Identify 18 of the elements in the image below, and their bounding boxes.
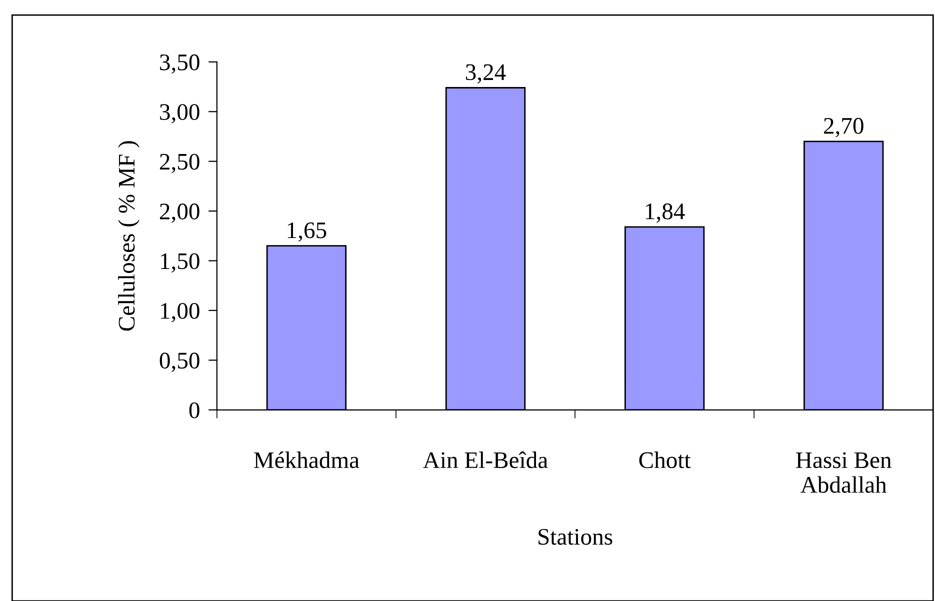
x-tick-label: Chott [639,452,691,468]
y-tick-label: 3,00 [160,104,200,124]
data-label: 3,24 [466,64,506,84]
y-tick-label: 1,00 [161,302,200,322]
y-tick-label: 2,00 [160,204,200,223]
x-tick-label: Mékhadma [254,452,360,468]
y-tick-label: 1,50 [161,253,200,273]
y-tick-label: 2,50 [160,154,200,174]
y-tick-label: 3,50 [160,54,200,74]
x-tick-label: Ain El-Beîda [423,452,548,468]
data-label: 1,84 [646,203,685,223]
y-tick-label: 0 [189,402,200,418]
data-label: 1,65 [288,222,326,242]
data-label: 2,70 [824,118,864,138]
x-axis-title: Stations [538,528,612,545]
y-tick-label: 0,50 [160,352,200,372]
x-tick-label: Hassi Ben Abdallah [796,452,892,493]
y-axis-title: Celluloses ( % MF ) [118,141,140,331]
